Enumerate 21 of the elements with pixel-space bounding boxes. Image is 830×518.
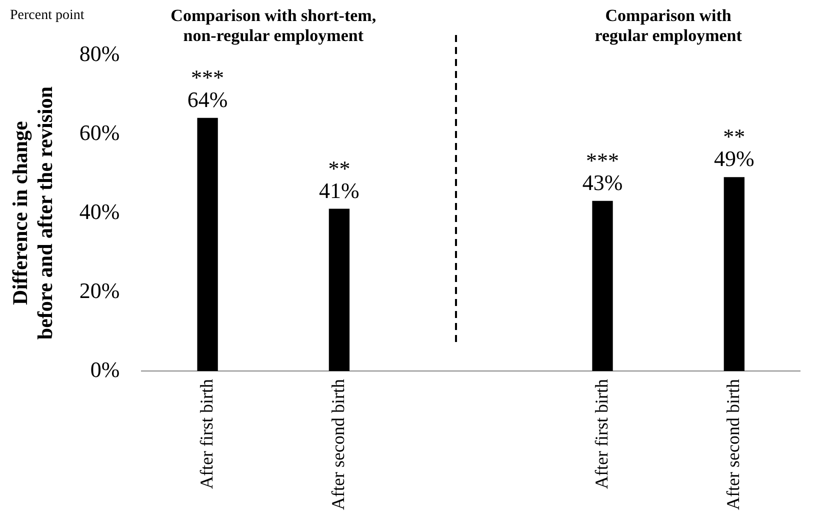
data-label: *** 43% bbox=[582, 148, 623, 195]
bar bbox=[197, 118, 218, 372]
text: Comparison with regular employment bbox=[594, 6, 742, 46]
bar bbox=[592, 200, 613, 372]
bar bbox=[328, 208, 350, 372]
x-tick-label: After first birth bbox=[196, 379, 216, 490]
data-label: ** 41% bbox=[319, 156, 360, 203]
text: Percent point bbox=[10, 8, 84, 24]
y-tick-label: 60% bbox=[79, 120, 120, 145]
y-tick-label: 80% bbox=[79, 40, 120, 66]
data-label: *** 64% bbox=[187, 64, 228, 112]
x-tick-label: After second birth bbox=[328, 379, 348, 510]
x-tick-label: After second birth bbox=[722, 379, 743, 510]
y-tick-label: 20% bbox=[79, 278, 120, 303]
bar bbox=[724, 177, 745, 372]
y-tick-label: 0% bbox=[90, 356, 120, 382]
data-label: ** 49% bbox=[714, 124, 754, 172]
x-tick-label: After first birth bbox=[591, 379, 612, 490]
y-tick-label: 40% bbox=[79, 198, 120, 224]
y-axis-title: Difference in change before and after the revision bbox=[8, 86, 58, 340]
text: Comparison with short-tem, non-regular employment bbox=[170, 6, 376, 46]
